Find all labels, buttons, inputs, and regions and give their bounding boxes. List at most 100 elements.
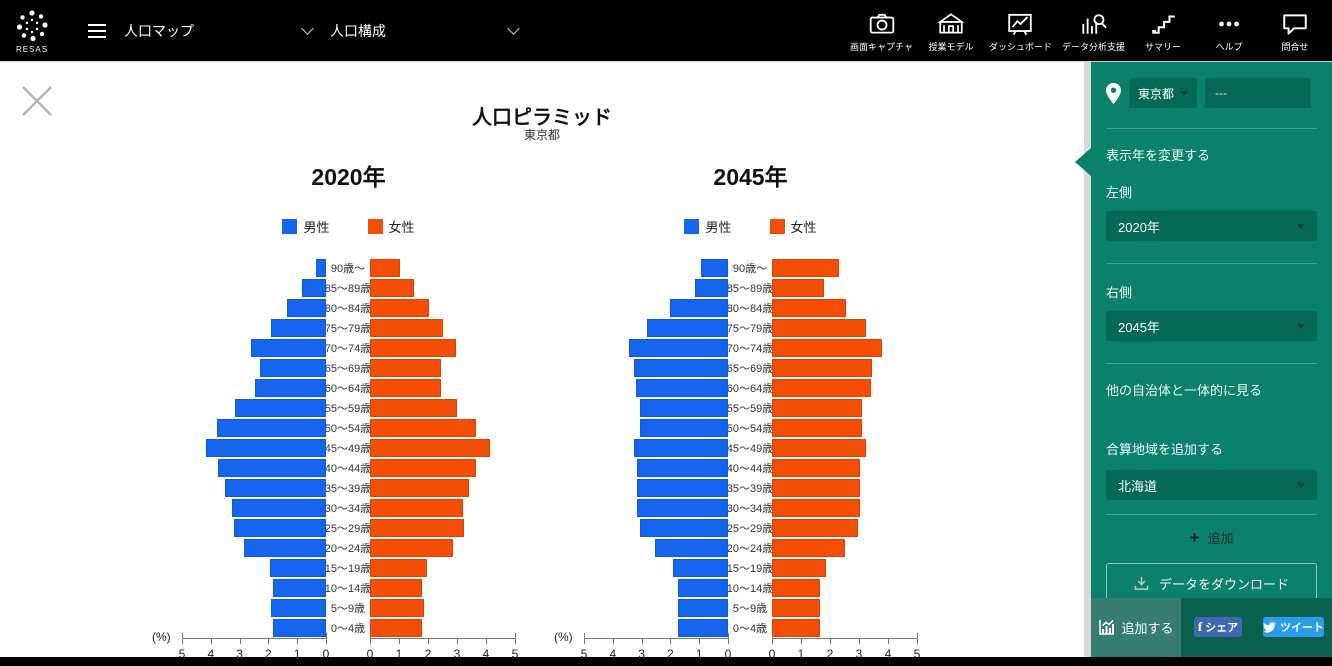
left-year-select[interactable]: 2020年	[1106, 211, 1317, 241]
screen-capture-button[interactable]: 画面キャプチャ	[845, 5, 918, 57]
male-bar[interactable]	[232, 499, 326, 517]
female-bar[interactable]	[772, 579, 820, 597]
male-bar[interactable]	[640, 419, 728, 437]
prefecture-select[interactable]: 東京都	[1129, 78, 1197, 108]
female-bar[interactable]	[370, 339, 456, 357]
male-bar[interactable]	[634, 359, 728, 377]
male-bar[interactable]	[272, 619, 326, 637]
male-bar[interactable]	[315, 259, 326, 277]
male-bar[interactable]	[637, 459, 728, 477]
male-bar[interactable]	[287, 299, 326, 317]
male-bar[interactable]	[634, 439, 728, 457]
male-bar[interactable]	[251, 339, 326, 357]
male-bar[interactable]	[654, 539, 728, 557]
male-bar[interactable]	[635, 379, 728, 397]
female-bar[interactable]	[370, 579, 423, 597]
male-bar[interactable]	[235, 399, 326, 417]
female-bar[interactable]	[772, 299, 846, 317]
female-bar[interactable]	[772, 419, 862, 437]
scrollbar[interactable]	[1084, 62, 1091, 657]
female-bar[interactable]	[370, 479, 469, 497]
female-bar[interactable]	[370, 259, 401, 277]
male-bar[interactable]	[301, 279, 326, 297]
male-bar[interactable]	[271, 599, 326, 617]
female-bar[interactable]	[772, 359, 873, 377]
male-bar[interactable]	[694, 279, 728, 297]
male-bar[interactable]	[677, 579, 728, 597]
hamburger-menu-icon[interactable]	[88, 23, 106, 38]
male-bar[interactable]	[637, 499, 728, 517]
male-bar[interactable]	[259, 359, 326, 377]
female-bar[interactable]	[772, 339, 883, 357]
dashboard-button[interactable]: ダッシュボード	[984, 5, 1057, 57]
female-bar[interactable]	[370, 619, 423, 637]
male-bar[interactable]	[255, 379, 326, 397]
close-icon[interactable]	[18, 82, 56, 120]
female-bar[interactable]	[772, 499, 861, 517]
female-bar[interactable]	[772, 379, 871, 397]
male-bar[interactable]	[271, 319, 326, 337]
male-bar[interactable]	[243, 539, 326, 557]
contact-button[interactable]: 問合せ	[1262, 5, 1328, 57]
female-bar[interactable]	[370, 499, 463, 517]
add-chart-button[interactable]: 追加する	[1091, 598, 1181, 657]
female-bar[interactable]	[772, 279, 825, 297]
municipality-select[interactable]: ---	[1205, 78, 1311, 108]
female-bar[interactable]	[772, 439, 867, 457]
female-bar[interactable]	[370, 319, 443, 337]
male-bar[interactable]	[272, 579, 326, 597]
male-bar[interactable]	[218, 459, 326, 477]
male-bar[interactable]	[640, 399, 728, 417]
sidebar-collapse-notch[interactable]	[1075, 148, 1091, 176]
female-bar[interactable]	[370, 419, 476, 437]
female-bar[interactable]	[772, 479, 861, 497]
female-bar[interactable]	[370, 399, 457, 417]
male-bar[interactable]	[677, 619, 728, 637]
male-bar[interactable]	[647, 319, 728, 337]
female-bar[interactable]	[370, 559, 427, 577]
male-bar[interactable]	[233, 519, 326, 537]
combine-region-select[interactable]: 北海道	[1106, 470, 1317, 500]
facebook-share-button[interactable]: f シェア	[1194, 617, 1242, 637]
female-bar[interactable]	[772, 539, 845, 557]
female-bar[interactable]	[370, 519, 465, 537]
female-bar[interactable]	[370, 439, 491, 457]
male-bar[interactable]	[677, 599, 728, 617]
female-bar[interactable]	[772, 399, 862, 417]
female-bar[interactable]	[772, 259, 839, 277]
male-bar[interactable]	[637, 479, 728, 497]
summary-button[interactable]: サマリー	[1130, 5, 1196, 57]
male-bar[interactable]	[216, 419, 326, 437]
male-bar[interactable]	[206, 439, 326, 457]
male-bar[interactable]	[225, 479, 326, 497]
female-bar[interactable]	[370, 299, 430, 317]
female-bar[interactable]	[370, 599, 424, 617]
class-model-button[interactable]: 授業モデル	[918, 5, 984, 57]
female-bar[interactable]	[370, 459, 476, 477]
male-bar[interactable]	[673, 559, 728, 577]
male-bar[interactable]	[670, 299, 728, 317]
female-bar[interactable]	[370, 539, 453, 557]
female-bar[interactable]	[370, 379, 442, 397]
female-bar[interactable]	[370, 279, 414, 297]
female-bar[interactable]	[772, 319, 867, 337]
female-bar[interactable]	[772, 599, 820, 617]
male-bar[interactable]	[269, 559, 326, 577]
male-bar[interactable]	[700, 259, 728, 277]
data-analysis-button[interactable]: データ分析支援	[1057, 5, 1130, 57]
female-bar[interactable]	[772, 459, 861, 477]
female-bar[interactable]	[370, 359, 442, 377]
help-button[interactable]: ヘルプ	[1196, 5, 1262, 57]
female-bar[interactable]	[772, 519, 858, 537]
female-bar[interactable]	[772, 619, 820, 637]
resas-logo[interactable]: RESAS	[0, 0, 64, 62]
right-year-select[interactable]: 2045年	[1106, 311, 1317, 341]
download-data-button[interactable]: データをダウンロード	[1106, 563, 1317, 603]
twitter-tweet-button[interactable]: ツイート	[1263, 617, 1324, 637]
male-bar[interactable]	[640, 519, 728, 537]
add-region-link[interactable]: + 追加	[1106, 527, 1317, 547]
nav-menu-population-map[interactable]: 人口マップ	[124, 21, 314, 41]
female-bar[interactable]	[772, 559, 826, 577]
nav-menu-population-composition[interactable]: 人口構成	[330, 21, 520, 41]
male-bar[interactable]	[628, 339, 728, 357]
